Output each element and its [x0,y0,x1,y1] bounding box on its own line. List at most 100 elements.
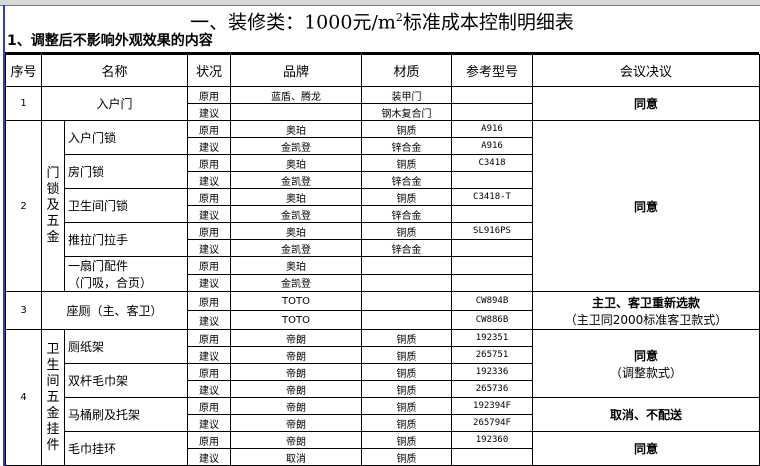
model-cell: C3418-T [451,188,534,206]
brand-cell: 帝朗 [230,414,363,432]
status-cell: 原用 [187,256,232,275]
item-name-text: 毛巾挂环 [68,442,117,456]
model-cell: 192336 [451,363,534,381]
cost-table: 序号 名称 状况 品牌 材质 参考型号 会议决议 1 入户门 原用 蓝盾、腾龙 装甲门同… [5,54,760,466]
item-name: 座厕（主、客卫） [40,291,189,330]
table-row: 马桶刷及托架 原用 帝朗 铜质 192394F 取消、不配送 [6,397,760,432]
decision-cell: 主卫、客卫重新选款 （主卫同2000标准客卫款式） [532,291,760,330]
material-cell: 铜质 [361,120,453,138]
table-row: 建议 帝朗 铜质 265751 [6,346,760,364]
brand-cell: 金凯登 [230,273,363,292]
brand-cell: 帝朗 [230,329,363,347]
material-cell [361,291,453,311]
material-cell: 锌合金 [361,137,453,155]
table-row: 建议 取消 铜质 [6,448,760,466]
item-name-text: 马桶刷及托架 [68,408,141,422]
material-cell: 锌合金 [361,171,453,189]
header-decision: 会议决议 [532,54,760,87]
row-number: 4 [5,329,42,466]
decision-text: 取消、不配送 [610,408,683,422]
model-cell: C3418 [451,154,534,172]
table-row: 推拉门拉手 原用 奥珀 铜质 SL916PS [6,222,760,257]
item-name: 毛巾挂环 [63,431,189,466]
brand-cell: 奥珀 [230,120,363,138]
status-cell: 原用 [187,363,232,381]
brand-cell: 金凯登 [230,239,363,257]
material-cell: 锌合金 [361,205,453,223]
model-cell: 265794F [451,414,534,432]
table-row: 建议 TOTO CW886B [6,310,760,330]
material-cell: 钢木复合门 [361,103,453,121]
status-cell: 建议 [187,103,232,121]
item-name-text: 房门锁 [68,165,105,179]
decision-text: 同意 [634,442,659,456]
status-cell: 建议 [187,205,232,223]
status-cell: 建议 [187,171,232,189]
decision-text: 主卫、客卫重新选款 [592,295,701,310]
decision-cell: 取消、不配送 [532,397,760,432]
material-cell: 铜质 [361,448,453,466]
model-cell [451,273,534,292]
brand-cell: TOTO [230,310,363,330]
table-row: 3 座厕（主、客卫） 原用 TOTO CW894B 主卫、客卫重新选款 （主卫同2000标准… [5,291,760,330]
material-cell: 铜质 [361,397,453,415]
item-name-note: （门吸，合页） [68,276,153,290]
item-name: 房门锁 [63,154,189,189]
brand-cell: 奥珀 [230,188,363,206]
status-cell: 原用 [187,86,232,104]
table-row: 卫生间门锁 原用 奥珀 铜质 C3418-T [6,188,760,223]
item-name: 卫生间门锁 [63,188,189,223]
item-name: 一扇门配件 （门吸，合页） [63,256,189,292]
item-name-text: 推拉门拉手 [68,233,129,247]
brand-cell: 奥珀 [230,154,363,172]
header-no: 序号 [5,54,42,87]
brand-cell: 帝朗 [230,346,363,364]
status-cell: 原用 [187,222,232,240]
material-cell: 铜质 [361,380,453,398]
brand-cell: 取消 [230,448,363,466]
table-row: 一扇门配件 （门吸，合页） 原用 奥珀 [6,256,760,292]
material-cell: 铜质 [361,346,453,364]
material-cell: 铜质 [361,363,453,381]
material-cell: 铜质 [361,188,453,206]
decision-cell: 同意 [532,431,760,466]
material-cell: 铜质 [361,154,453,172]
brand-cell: 奥珀 [230,222,363,240]
model-cell: A916 [451,137,534,155]
status-cell: 建议 [187,346,232,364]
item-name-text: 卫生间门锁 [68,199,129,213]
model-cell: 192360 [451,431,534,449]
brand-cell: 蓝盾、腾龙 [230,86,363,104]
section-subtitle: 1、调整后不影响外观效果的内容 [5,31,759,54]
item-name: 厕纸架 [63,329,189,364]
status-cell: 建议 [187,380,232,398]
brand-cell: 金凯登 [230,171,363,189]
material-cell: 铜质 [361,414,453,432]
brand-cell: 金凯登 [230,137,363,155]
model-cell [451,103,534,121]
status-cell: 建议 [187,137,232,155]
status-cell: 建议 [187,273,232,292]
brand-cell [230,103,363,121]
brand-cell: 帝朗 [230,431,363,449]
model-cell: 192351 [451,329,534,347]
material-cell: 铜质 [361,329,453,347]
decision-cell: 同意 [532,86,760,121]
status-cell: 建议 [187,448,232,466]
status-cell: 建议 [187,414,232,432]
decision-note: （调整款式） [610,365,683,380]
model-cell [451,448,534,466]
table-row: 双杆毛巾架 原用 帝朗 铜质 192336 [6,363,760,398]
material-cell [361,256,453,275]
table-row: 毛巾挂环 原用 帝朗 铜质 192360 同意 [6,431,760,466]
status-cell: 原用 [187,431,232,449]
decision-text: 同意 [634,97,659,111]
table-row: 4 卫生间五金挂件 厕纸架 原用 帝朗 铜质 192351 同意 （调整款式） [5,329,760,466]
status-cell: 原用 [187,291,232,311]
material-cell [361,273,453,292]
brand-cell: 帝朗 [230,380,363,398]
decision-note: （主卫同2000标准客卫款式） [564,312,728,327]
material-cell: 锌合金 [361,239,453,257]
header-status: 状况 [187,54,232,87]
status-cell: 原用 [187,154,232,172]
